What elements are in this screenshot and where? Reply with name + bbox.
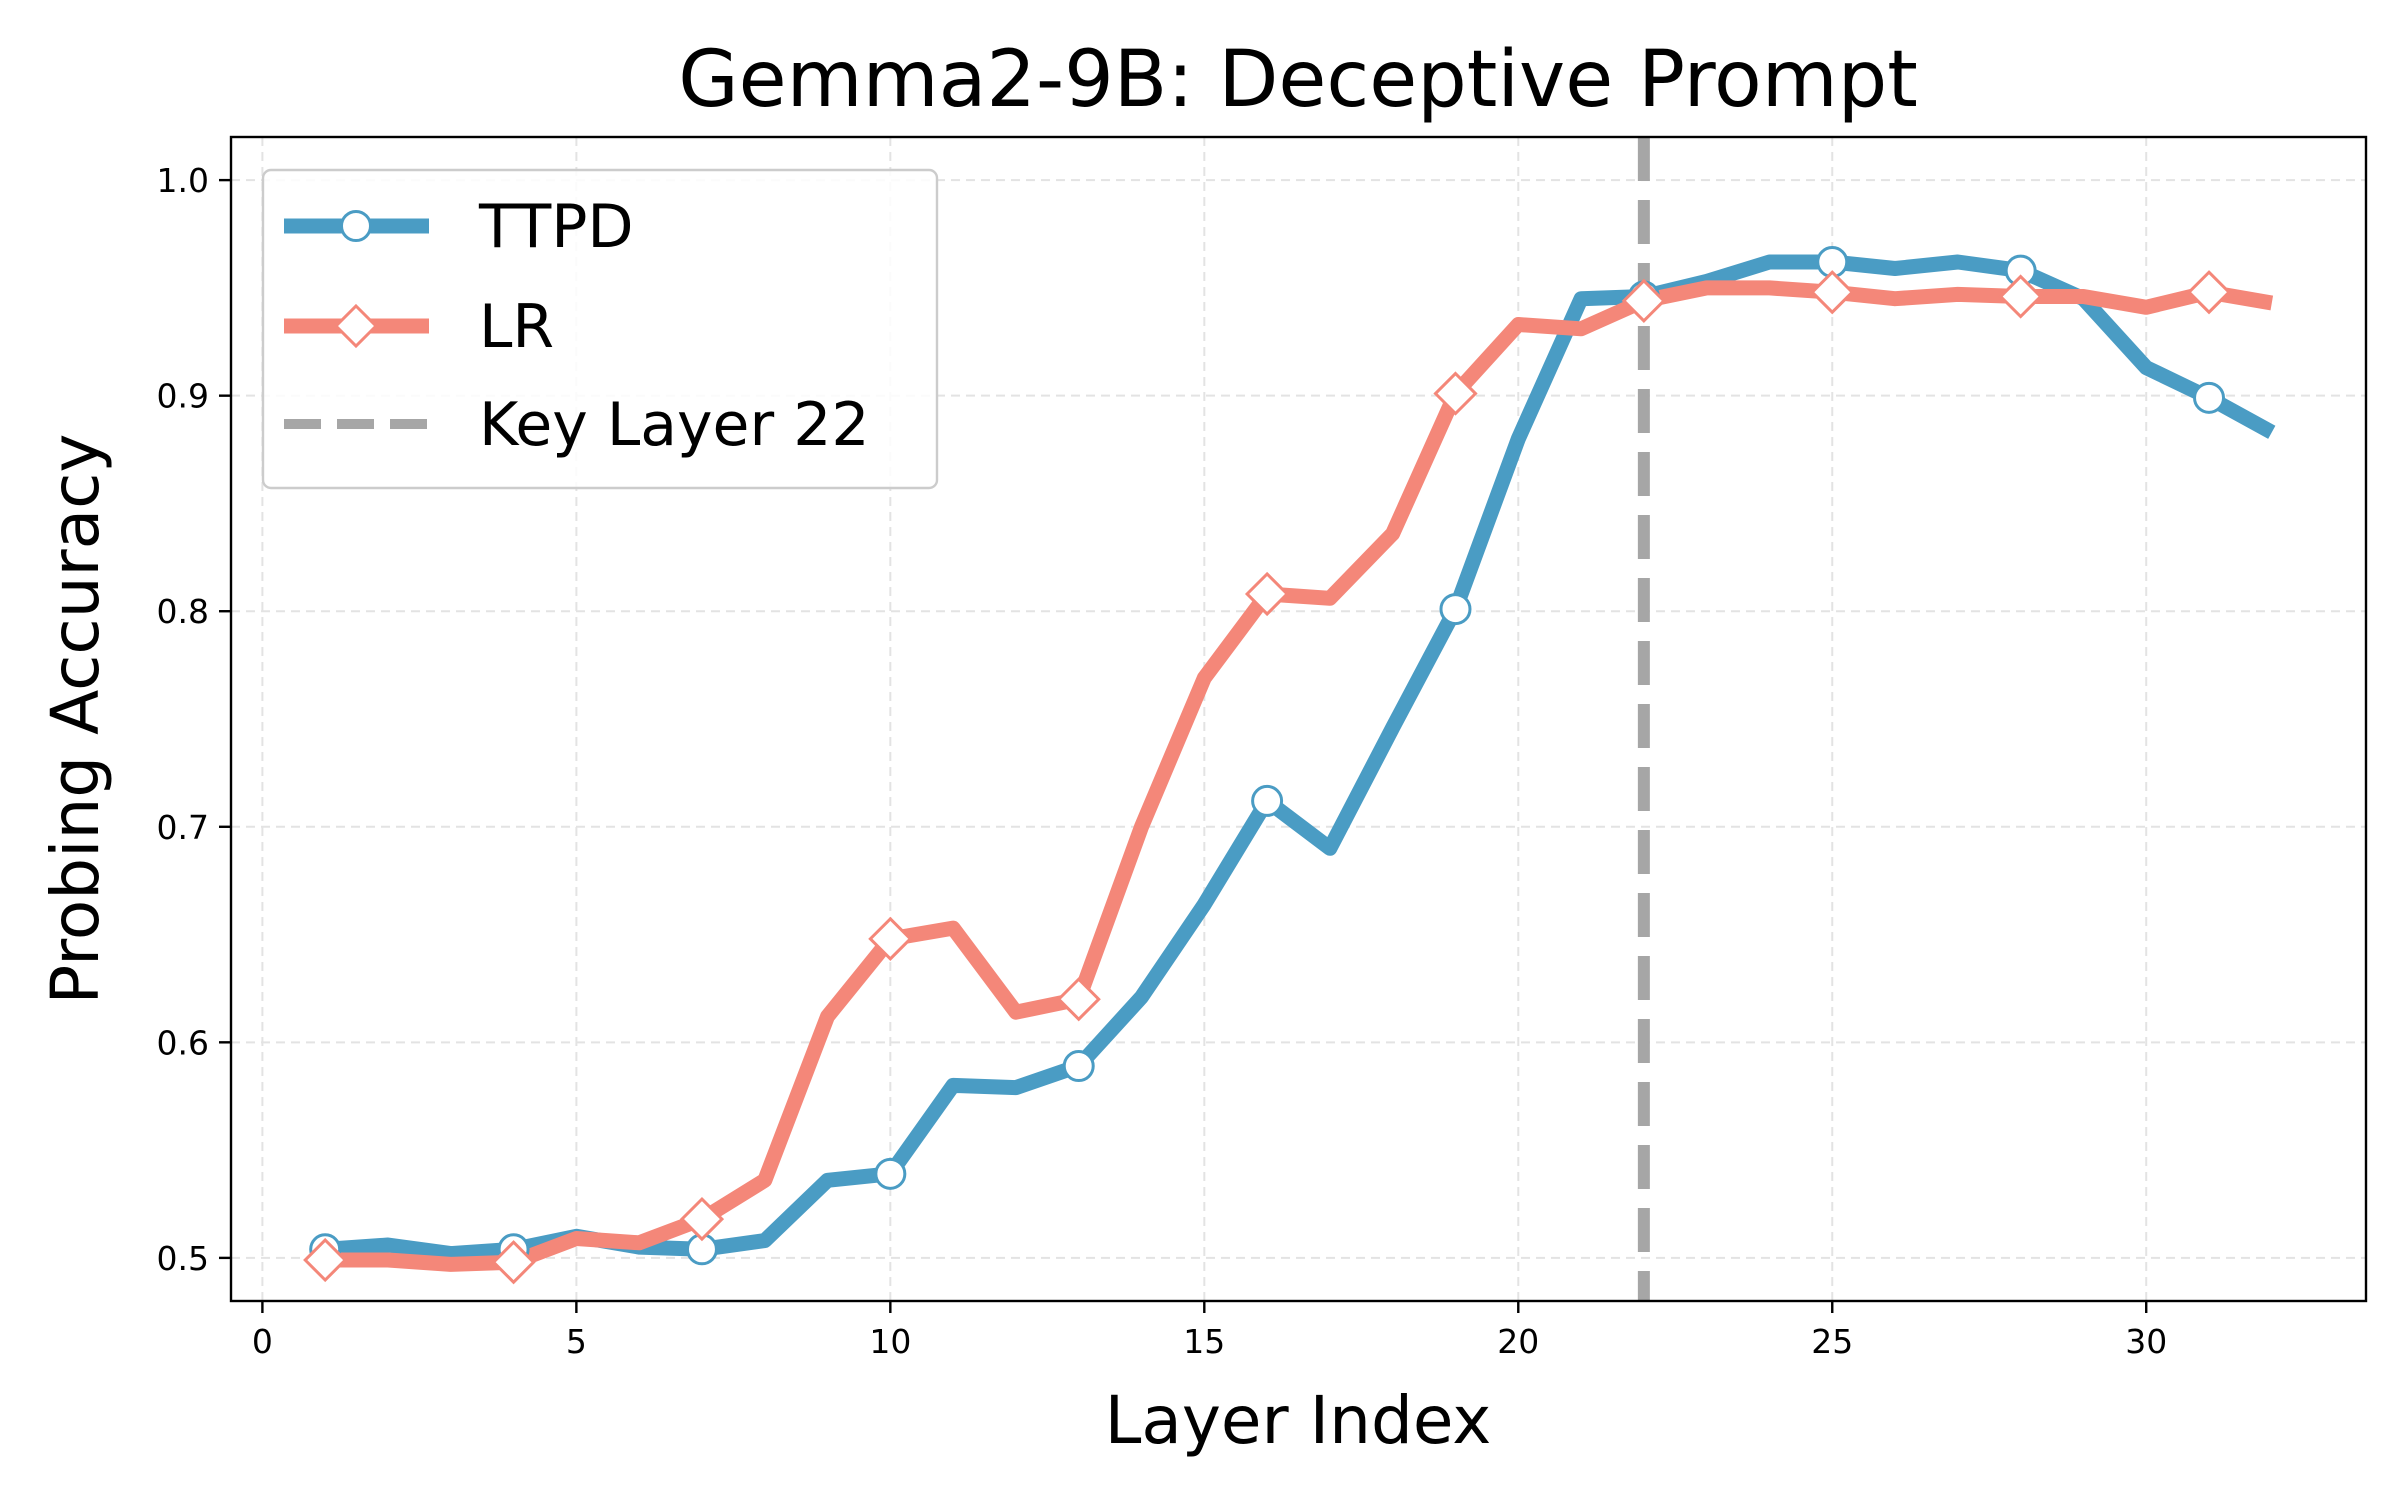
y-tick-label: 0.6: [157, 1023, 209, 1062]
legend-item-key-layer: Key Layer 22: [284, 390, 870, 460]
data-point-lr: [303, 1237, 348, 1283]
legend-box: [261, 168, 939, 490]
legend-item-ttpd: TTPD: [284, 192, 634, 262]
y-tick-label: 0.5: [157, 1239, 209, 1278]
legend-label-key-layer: Key Layer 22: [479, 390, 870, 460]
data-point-lr: [1810, 270, 1855, 315]
y-tick-label: 0.8: [157, 592, 209, 631]
data-point-ttpd: [1062, 1050, 1095, 1083]
series-line-ttpd: [324, 254, 2276, 1262]
y-tick-label: 1.0: [157, 161, 209, 200]
data-point-lr: [1244, 571, 1290, 617]
y-tick-label: 0.7: [157, 808, 209, 847]
legend-item-lr: LR: [284, 292, 554, 362]
series-line-lr: [325, 280, 2274, 1272]
x-tick-label: 25: [1811, 1322, 1853, 1361]
y-axis-title: Probing Accuracy: [37, 434, 114, 1005]
legend-marker-diamond-icon: [333, 303, 379, 349]
x-tick-label: 20: [1497, 1322, 1539, 1361]
y-tick-label: 0.9: [157, 377, 209, 416]
data-point-lr: [2186, 270, 2232, 315]
data-point-lr: [491, 1240, 536, 1285]
plot-frame: [229, 135, 2368, 1303]
data-point-lr: [1056, 977, 1101, 1022]
x-tick-label: 10: [869, 1322, 911, 1361]
data-point-lr: [1621, 278, 1666, 323]
data-point-ttpd: [1251, 784, 1284, 817]
y-axis-ticks: 0.5 0.6 0.7 0.8 0.9 1.0: [157, 161, 231, 1278]
x-tick-label: 0: [252, 1322, 273, 1361]
legend: TTPD LR Key Layer 22: [261, 168, 939, 490]
data-point-ttpd: [2193, 381, 2226, 414]
legend-label-ttpd: TTPD: [478, 192, 634, 262]
legend-marker-circle-icon: [340, 210, 372, 242]
x-tick-label: 30: [2125, 1322, 2167, 1361]
data-point-lr: [1433, 371, 1478, 416]
series-group: [324, 254, 2276, 1272]
data-point-ttpd: [874, 1157, 907, 1190]
data-point-lr: [868, 916, 913, 961]
chart-title: Gemma2-9B: Deceptive Prompt: [678, 35, 1918, 125]
data-point-lr: [1998, 274, 2043, 319]
data-point-ttpd: [1439, 593, 1472, 626]
x-tick-label: 15: [1183, 1322, 1225, 1361]
data-point-lr: [679, 1196, 725, 1242]
x-tick-label: 5: [566, 1322, 587, 1361]
marker-group: [303, 246, 2232, 1285]
x-axis-title: Layer Index: [1105, 1382, 1492, 1459]
x-axis-ticks: 0 5 10 15 20 25 30: [252, 1301, 2167, 1361]
legend-label-lr: LR: [479, 292, 554, 362]
